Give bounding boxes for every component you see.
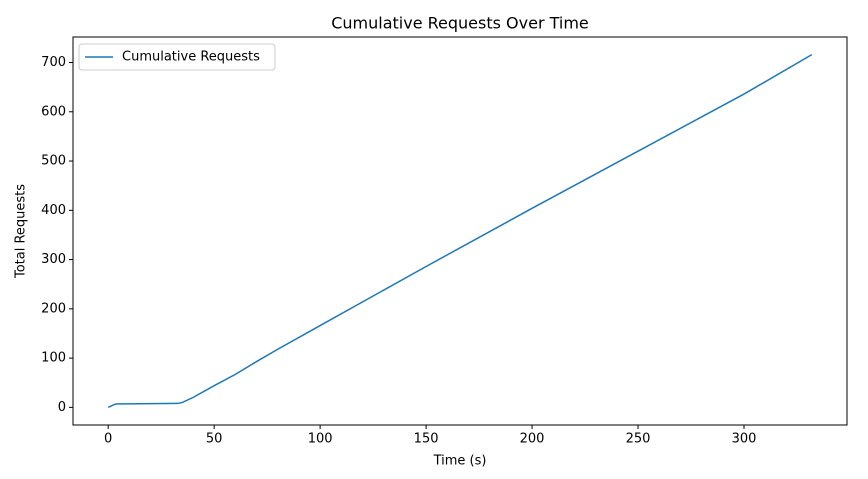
plot-frame xyxy=(72,36,848,426)
x-tick-label: 200 xyxy=(520,432,545,447)
x-tick-label: 50 xyxy=(206,432,223,447)
x-axis-label: Time (s) xyxy=(433,454,487,469)
y-tick-label: 0 xyxy=(58,400,66,415)
y-axis-label: Total Requests xyxy=(14,184,29,279)
legend xyxy=(78,43,276,71)
x-tick-label: 250 xyxy=(626,432,651,447)
x-tick-label: 300 xyxy=(732,432,757,447)
y-tick-label: 500 xyxy=(41,154,66,169)
x-tick-label: 0 xyxy=(104,432,112,447)
y-tick-label: 700 xyxy=(41,55,66,70)
chart-title: Cumulative Requests Over Time xyxy=(331,14,589,33)
x-tick-label: 100 xyxy=(308,432,333,447)
y-tick-label: 400 xyxy=(41,203,66,218)
y-tick-label: 100 xyxy=(41,351,66,366)
legend-label: Cumulative Requests xyxy=(122,50,260,65)
y-tick-label: 200 xyxy=(41,301,66,316)
data-line xyxy=(107,53,813,409)
y-tick-label: 300 xyxy=(41,252,66,267)
y-tick-label: 600 xyxy=(41,104,66,119)
x-tick-label: 150 xyxy=(414,432,439,447)
